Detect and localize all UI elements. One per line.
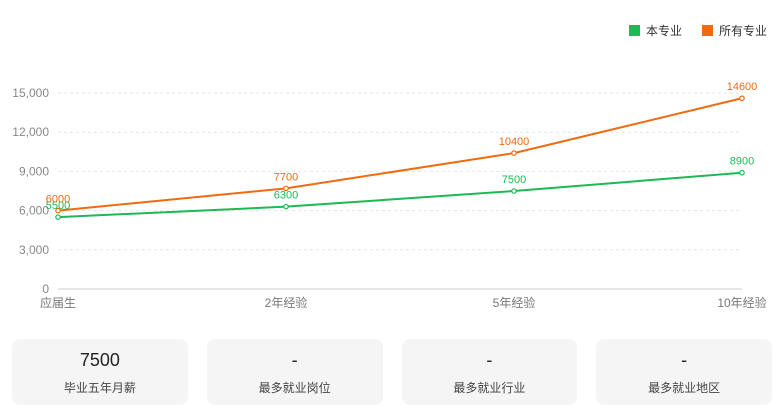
card-top-position: - 最多就业岗位 bbox=[206, 339, 383, 405]
series-line-1 bbox=[57, 97, 743, 212]
series-point[interactable] bbox=[55, 207, 61, 214]
x-tick-label: 应届生 bbox=[40, 295, 76, 310]
data-label: 10400 bbox=[499, 136, 530, 148]
summary-cards: 7500 毕业五年月薪 - 最多就业岗位 - 最多就业行业 - 最多就业地区 bbox=[12, 339, 772, 405]
card-label: 最多就业地区 bbox=[648, 380, 721, 395]
data-label: 7500 bbox=[502, 174, 526, 186]
series-point[interactable] bbox=[55, 214, 61, 220]
series-point[interactable] bbox=[739, 169, 745, 176]
card-value: 7500 bbox=[79, 349, 120, 370]
card-label: 最多就业岗位 bbox=[258, 380, 331, 395]
x-tick-label: 10年经验 bbox=[717, 295, 766, 310]
card-value: - bbox=[681, 349, 688, 370]
card-label: 毕业五年月薪 bbox=[63, 380, 136, 395]
series-point[interactable] bbox=[511, 188, 517, 194]
legend-swatch-major bbox=[628, 25, 640, 36]
legend-item-all[interactable]: 所有专业 bbox=[701, 22, 767, 39]
series-point[interactable] bbox=[511, 150, 517, 156]
card-five-year-salary: 7500 毕业五年月薪 bbox=[12, 339, 188, 405]
line-chart-svg: 0 3,000 6,000 9,000 12,000 15,000 应届生 2年经验 5年经验 1… bbox=[12, 81, 766, 310]
legend-label-major: 本专业 bbox=[645, 24, 682, 38]
y-tick-label: 15,000 bbox=[12, 86, 49, 100]
y-tick-label: 12,000 bbox=[12, 125, 49, 139]
data-label: 14600 bbox=[727, 81, 758, 93]
series-point[interactable] bbox=[283, 185, 289, 192]
card-top-region: - 最多就业地区 bbox=[596, 339, 772, 405]
data-label: 7700 bbox=[274, 171, 298, 183]
card-value: - bbox=[291, 349, 298, 370]
card-label: 最多就业行业 bbox=[453, 380, 526, 395]
data-label: 6000 bbox=[46, 194, 70, 206]
legend-item-major[interactable]: 本专业 bbox=[628, 22, 682, 39]
series-line-0 bbox=[57, 171, 743, 219]
series-point[interactable] bbox=[283, 203, 289, 210]
y-tick-label: 6,000 bbox=[19, 204, 49, 218]
data-label: 6300 bbox=[274, 190, 298, 202]
card-value: - bbox=[486, 349, 493, 370]
series-point[interactable] bbox=[739, 95, 745, 102]
chart-legend: 本专业 所有专业 bbox=[628, 22, 767, 39]
y-tick-label: 3,000 bbox=[19, 243, 49, 257]
data-label: 8900 bbox=[730, 156, 754, 168]
legend-label-all: 所有专业 bbox=[718, 24, 767, 38]
x-tick-label: 2年经验 bbox=[265, 295, 308, 310]
card-top-industry: - 最多就业行业 bbox=[401, 339, 578, 405]
y-tick-label: 0 bbox=[42, 282, 49, 296]
legend-swatch-all bbox=[701, 25, 713, 36]
salary-chart: 0 3,000 6,000 9,000 12,000 15,000 应届生 2年经验 5年经验 1… bbox=[12, 22, 767, 310]
y-tick-label: 9,000 bbox=[19, 164, 49, 178]
x-tick-label: 5年经验 bbox=[493, 295, 536, 310]
